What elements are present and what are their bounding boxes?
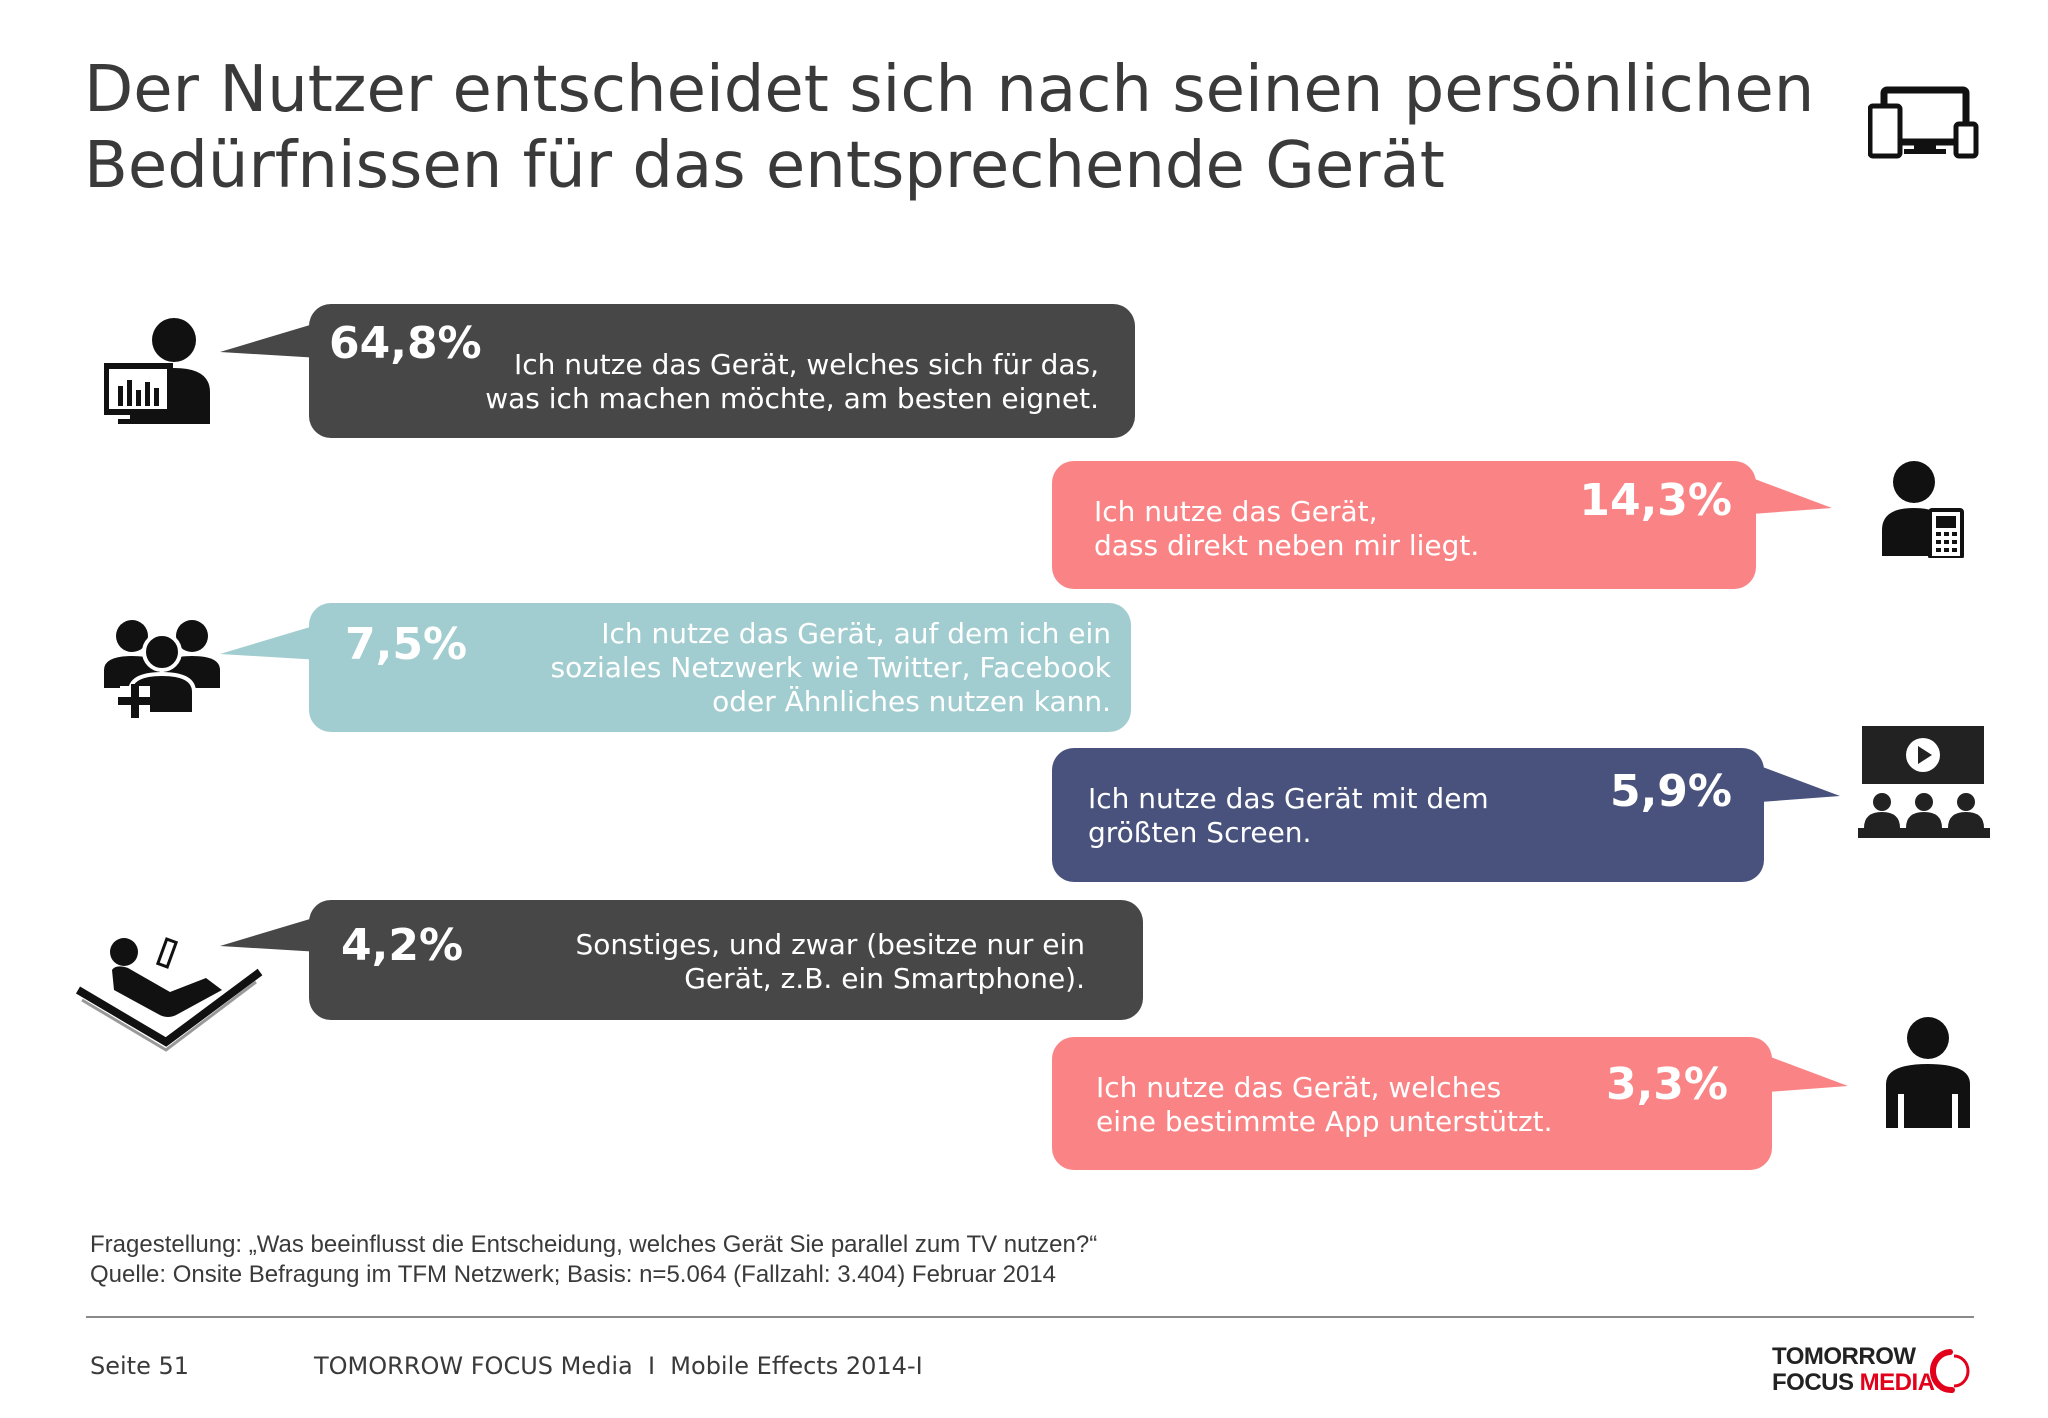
result-bubble-item-4: Ich nutze das Gerät mit dem größten Scre… [1052,748,1764,882]
result-bubble-item-1: 64,8% Ich nutze das Gerät, welches sich … [309,304,1135,438]
result-percent: 5,9% [1609,766,1732,817]
footnote: Fragestellung: „Was beeinflusst die Ents… [90,1230,1097,1290]
page-title-line-1: Der Nutzer entscheidet sich nach seinen … [84,53,1815,127]
result-percent: 3,3% [1605,1059,1728,1110]
page-title-line-2: Bedürfnissen für das entsprechende Gerät [84,129,1445,203]
bubble-tail [1768,1056,1848,1092]
result-text: Ich nutze das Gerät, dass direkt neben m… [1094,495,1480,562]
result-bubble-item-3: 7,5% Ich nutze das Gerät, auf dem ich ei… [309,603,1131,732]
cinema-screen-audience-icon [1858,726,1990,838]
bubble-tail [220,916,320,952]
person-icon [1886,1017,1970,1128]
page-title: Der Nutzer entscheidet sich nach seinen … [84,52,1814,204]
footnote-source: Quelle: Onsite Befragung im TFM Netzwerk… [90,1261,1057,1288]
result-percent: 4,2% [341,920,464,971]
result-text: Sonstiges, und zwar (besitze nur ein Ger… [575,928,1085,995]
person-reclining-phone-icon [75,937,263,1052]
footnote-question: Fragestellung: „Was beeinflusst die Ents… [90,1231,1098,1258]
result-bubble-item-5: 4,2% Sonstiges, und zwar (besitze nur ei… [309,900,1143,1020]
result-text: Ich nutze das Gerät, welches eine bestim… [1096,1071,1553,1138]
page-number: Seite 51 [90,1352,190,1380]
logo-ring-icon [1930,1349,1970,1394]
bubble-tail [220,624,320,660]
person-phone-icon [1882,461,1964,558]
result-bubble-item-6: Ich nutze das Gerät, welches eine bestim… [1052,1037,1772,1170]
result-text: Ich nutze das Gerät, welches sich für da… [485,348,1099,415]
multi-device-icon [1868,86,1979,159]
result-percent: 7,5% [345,619,468,670]
person-monitor-chart-icon [104,318,210,424]
result-percent: 14,3% [1579,475,1732,526]
result-bubble-item-2: Ich nutze das Gerät, dass direkt neben m… [1052,461,1756,589]
social-group-add-icon [104,620,220,718]
result-text: Ich nutze das Gerät mit dem größten Scre… [1088,782,1489,849]
footer-divider [86,1316,1974,1318]
bubble-tail [1760,766,1840,802]
tomorrow-focus-media-logo: TOMORROW FOCUS MEDIA [1772,1343,1935,1396]
bubble-tail [220,322,320,358]
bubble-tail [1752,478,1832,514]
result-percent: 64,8% [329,318,482,369]
result-text: Ich nutze das Gerät, auf dem ich ein soz… [550,617,1111,718]
publication-name: TOMORROW FOCUS Media I Mobile Effects 20… [314,1352,923,1380]
